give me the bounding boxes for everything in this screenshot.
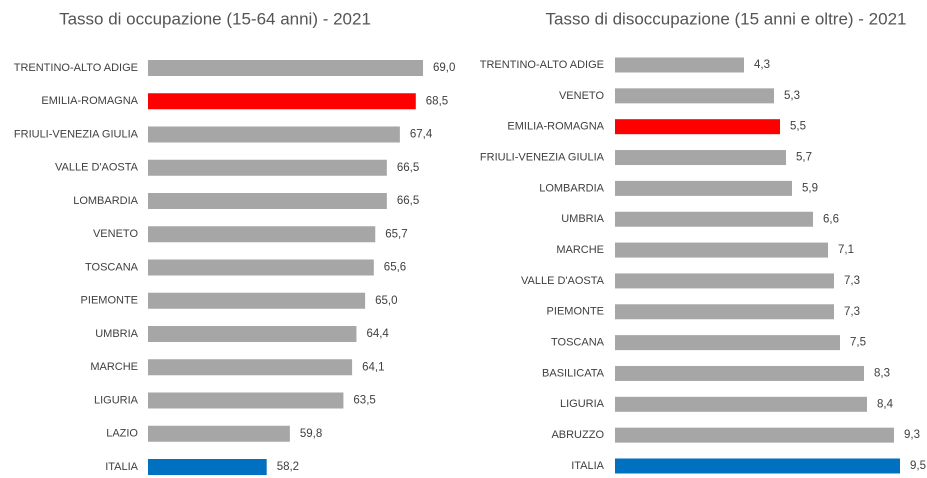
bar [615, 211, 813, 227]
category-label: ITALIA [105, 461, 138, 473]
chart-title: Tasso di occupazione (15-64 anni) - 2021 [59, 9, 371, 28]
bar [148, 193, 387, 209]
category-label: LAZIO [106, 428, 138, 440]
value-label: 66,5 [397, 195, 419, 207]
category-label: FRIULI-VENEZIA GIULIA [14, 128, 139, 140]
value-label: 7,5 [850, 337, 866, 349]
chart-title: Tasso di disoccupazione (15 anni e oltre… [546, 9, 907, 28]
bar [615, 180, 792, 196]
value-label: 8,4 [877, 398, 894, 410]
bar [148, 392, 344, 409]
value-label: 65,7 [385, 228, 407, 240]
value-label: 9,3 [904, 429, 920, 441]
bar [615, 273, 834, 289]
bar [148, 425, 290, 442]
value-label: 65,6 [384, 262, 406, 274]
category-label: LIGURIA [560, 398, 605, 410]
category-label: VENETO [559, 90, 604, 102]
bar [148, 259, 374, 276]
bar [615, 57, 744, 73]
category-label: PIEMONTE [81, 295, 138, 307]
value-label: 65,0 [375, 295, 397, 307]
value-label: 69,0 [433, 62, 455, 74]
category-label: VALLE D'AOSTA [55, 162, 139, 174]
category-label: VENETO [93, 228, 138, 240]
bar [148, 126, 400, 143]
bar [148, 159, 387, 176]
category-label: MARCHE [556, 244, 604, 256]
bar [148, 93, 416, 110]
value-label: 7,1 [838, 244, 854, 256]
value-label: 67,4 [410, 129, 433, 141]
value-label: 59,8 [300, 428, 322, 440]
value-label: 4,3 [754, 59, 770, 71]
category-label: EMILIA-ROMAGNA [507, 121, 604, 133]
value-label: 7,3 [844, 275, 860, 287]
category-label: MARCHE [90, 361, 138, 373]
value-label: 5,7 [796, 152, 812, 164]
category-label: VALLE D'AOSTA [521, 275, 605, 287]
bar [615, 427, 894, 443]
bar [615, 150, 786, 166]
value-label: 5,9 [802, 182, 818, 194]
value-label: 5,3 [784, 90, 800, 102]
category-label: LIGURIA [94, 394, 139, 406]
value-label: 7,3 [844, 306, 860, 318]
bar [148, 60, 424, 76]
value-label: 66,5 [397, 162, 419, 174]
bar [615, 119, 780, 135]
bar [148, 326, 357, 342]
value-label: 58,2 [277, 461, 299, 473]
category-label: TOSCANA [85, 261, 139, 273]
category-label: LOMBARDIA [539, 182, 604, 194]
bar [615, 365, 864, 381]
category-label: ABRUZZO [551, 429, 604, 441]
bar [615, 242, 828, 258]
bar [148, 226, 376, 243]
category-label: BASILICATA [542, 367, 605, 379]
value-label: 6,6 [823, 213, 839, 225]
bar [615, 458, 900, 474]
category-label: UMBRIA [561, 213, 604, 225]
value-label: 64,4 [366, 328, 389, 340]
category-label: TOSCANA [551, 337, 605, 349]
category-label: TRENTINO-ALTO ADIGE [480, 59, 604, 71]
bar [148, 359, 353, 376]
bar [148, 292, 366, 309]
bar [615, 396, 867, 412]
bar [148, 459, 267, 475]
category-label: UMBRIA [95, 328, 138, 340]
value-label: 63,5 [353, 395, 375, 407]
value-label: 64,1 [362, 361, 384, 373]
category-label: EMILIA-ROMAGNA [41, 95, 138, 107]
bar [615, 335, 840, 351]
category-label: LOMBARDIA [73, 195, 138, 207]
value-label: 5,5 [790, 121, 806, 133]
category-label: ITALIA [571, 460, 604, 472]
category-label: FRIULI-VENEZIA GIULIA [480, 151, 605, 163]
bar [615, 88, 774, 104]
bar [615, 304, 834, 320]
category-label: TRENTINO-ALTO ADIGE [14, 62, 138, 74]
value-label: 8,3 [874, 367, 890, 379]
value-label: 9,5 [910, 460, 926, 472]
category-label: PIEMONTE [547, 306, 604, 318]
value-label: 68,5 [426, 95, 448, 107]
